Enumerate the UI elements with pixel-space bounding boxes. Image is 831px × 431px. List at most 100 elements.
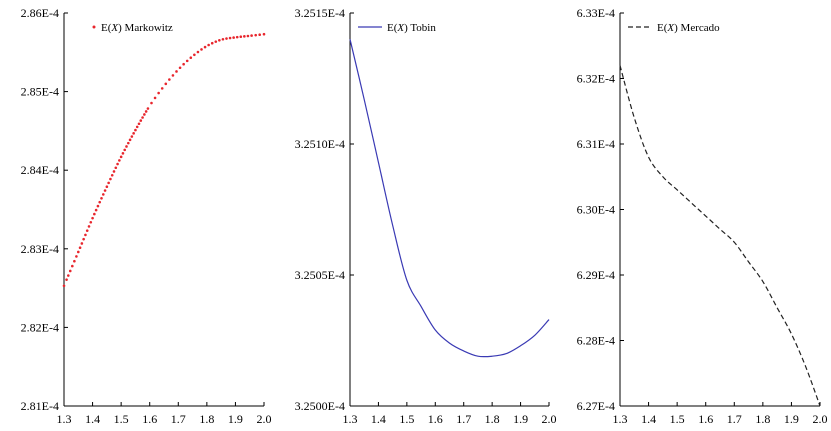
data-point <box>76 250 80 254</box>
data-point <box>207 43 210 47</box>
x-tick-label: 1.4 <box>641 412 656 426</box>
data-point <box>96 204 100 208</box>
y-tick-label: 3.2510E-4 <box>295 137 345 151</box>
data-point <box>262 32 266 36</box>
data-point <box>168 78 171 81</box>
data-point <box>68 269 72 273</box>
y-tick-label: 6.32E-4 <box>577 72 615 86</box>
data-point <box>160 87 164 90</box>
data-point <box>254 33 257 37</box>
data-point <box>67 274 70 277</box>
data-point <box>116 162 119 166</box>
data-point <box>62 284 66 288</box>
x-tick-label: 1.4 <box>371 412 386 426</box>
x-tick-label: 2.0 <box>542 412 557 426</box>
y-tick-label: 6.27E-4 <box>577 399 615 413</box>
x-tick-label: 1.7 <box>456 412 471 426</box>
data-point <box>101 193 105 196</box>
data-point <box>75 255 78 258</box>
data-point <box>87 225 91 228</box>
data-point <box>100 196 103 200</box>
data-point <box>73 259 76 263</box>
data-point <box>123 148 127 152</box>
y-tick-label: 2.82E-4 <box>21 320 59 334</box>
x-tick-label: 2.0 <box>257 412 272 426</box>
data-point <box>78 246 82 249</box>
data-point <box>196 50 200 54</box>
data-point <box>139 119 143 122</box>
x-tick-label: 1.8 <box>755 412 770 426</box>
data-point <box>178 66 182 70</box>
x-tick-label: 1.3 <box>57 412 72 426</box>
data-point <box>250 34 253 37</box>
data-point <box>71 264 74 268</box>
data-point <box>80 242 84 245</box>
data-point <box>112 170 116 173</box>
legend-label: E(X) Tobin <box>387 22 436 34</box>
data-point <box>132 132 135 135</box>
x-tick-label: 2.0 <box>813 412 828 426</box>
y-tick-label: 2.84E-4 <box>21 163 59 177</box>
data-point <box>144 110 148 113</box>
data-point <box>157 91 160 95</box>
y-tick-label: 6.33E-4 <box>577 6 615 20</box>
series-e-x-markowitz <box>62 32 266 288</box>
data-point <box>258 33 261 36</box>
data-point <box>94 208 98 212</box>
data-point <box>110 173 114 177</box>
legend: E(X) Tobin <box>358 22 436 34</box>
data-point <box>130 135 134 138</box>
data-point <box>153 96 157 100</box>
data-point <box>171 74 175 77</box>
data-point <box>118 159 121 162</box>
x-tick-label: 1.5 <box>399 412 414 426</box>
data-point <box>200 48 203 51</box>
x-tick-label: 1.9 <box>784 412 799 426</box>
x-tick-label: 1.6 <box>142 412 157 426</box>
data-point <box>189 56 193 60</box>
x-tick-label: 1.9 <box>513 412 528 426</box>
x-tick-label: 1.8 <box>199 412 214 426</box>
data-point <box>228 36 232 40</box>
data-point <box>146 107 150 110</box>
y-tick-label: 2.85E-4 <box>21 85 59 99</box>
legend-marker <box>92 25 96 29</box>
data-point <box>210 41 214 45</box>
y-tick-label: 3.2515E-4 <box>295 6 345 20</box>
x-tick-label: 1.9 <box>228 412 243 426</box>
data-point <box>109 177 112 181</box>
data-point <box>126 141 130 145</box>
x-tick-label: 1.4 <box>85 412 100 426</box>
data-point <box>221 37 225 41</box>
x-tick-label: 1.7 <box>171 412 186 426</box>
panel-tobin: 3.2500E-4 3.2505E-4 3.2510E-4 3.2515E-4 1.3 1… <box>295 6 557 426</box>
data-point <box>82 237 85 241</box>
data-point <box>137 122 141 126</box>
data-point <box>243 35 246 38</box>
data-point <box>125 145 128 148</box>
data-point <box>164 82 168 86</box>
data-point <box>225 37 228 40</box>
x-tick-label: 1.3 <box>613 412 628 426</box>
data-point <box>182 62 185 66</box>
data-point <box>143 113 146 116</box>
x-tick-label: 1.3 <box>343 412 358 426</box>
data-point <box>105 185 109 189</box>
data-point <box>85 229 89 232</box>
x-tick-label: 1.5 <box>670 412 685 426</box>
series-e-x-mercado <box>619 65 821 407</box>
data-point <box>218 39 221 42</box>
data-point <box>128 138 132 142</box>
y-tick-label: 3.2500E-4 <box>295 399 345 413</box>
data-point <box>235 35 239 39</box>
data-point <box>214 40 218 43</box>
data-point <box>89 220 93 224</box>
y-tick-label: 6.31E-4 <box>577 137 615 151</box>
y-tick-label: 3.2505E-4 <box>295 268 345 282</box>
legend-label: E(X) Mercado <box>657 22 720 34</box>
x-tick-label: 1.6 <box>698 412 713 426</box>
data-point <box>239 35 243 39</box>
y-tick-label: 6.29E-4 <box>577 268 615 282</box>
panel-mercado: 6.27E-4 6.28E-4 6.29E-4 6.30E-4 6.31E-4 6.32E… <box>577 6 828 426</box>
